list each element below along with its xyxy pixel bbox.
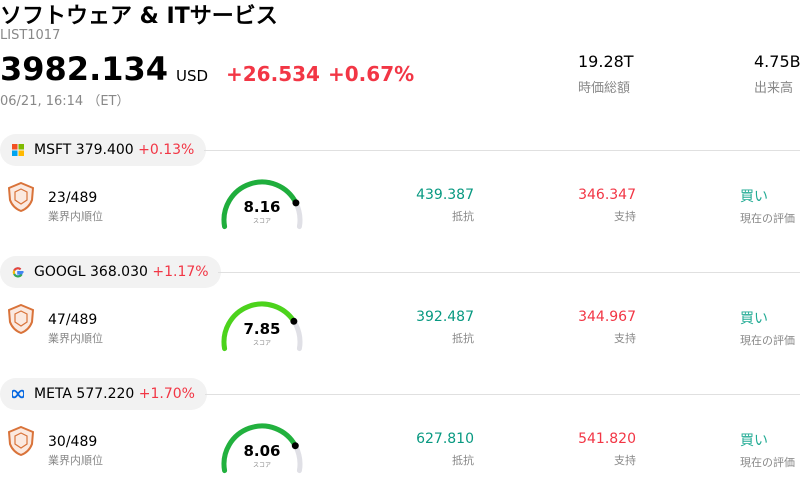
rating-label: 現在の評価 — [740, 334, 795, 347]
resistance-label: 抵抗 — [452, 454, 474, 467]
resistance-label: 抵抗 — [452, 210, 474, 223]
stat-label: 出来高 — [754, 81, 794, 96]
code: LIST1017 — [0, 28, 61, 43]
stock-pill[interactable]: MSFT 379.400 +0.13% — [0, 134, 207, 166]
currency: USD — [176, 67, 209, 85]
stat-value: 19.28T — [578, 52, 634, 71]
score: 8.06 — [243, 442, 281, 460]
resistance-label: 抵抗 — [452, 332, 474, 345]
time: 06/21, 16:14 （ET） — [0, 94, 130, 109]
rating-label: 現在の評価 — [740, 456, 795, 469]
score: 8.16 — [243, 198, 281, 216]
divider — [205, 394, 800, 395]
support: 346.347 — [578, 187, 636, 203]
score-label: スコア — [252, 340, 271, 347]
badge-icon — [7, 303, 35, 335]
resistance: 627.810 — [416, 431, 474, 447]
rank-badge — [7, 425, 35, 460]
support: 541.820 — [578, 431, 636, 447]
logo — [12, 144, 24, 156]
rank: 30/489 — [48, 434, 98, 450]
divider — [204, 150, 800, 151]
support-label: 支持 — [614, 332, 636, 345]
change: +26.534 — [226, 62, 320, 86]
support-label: 支持 — [614, 210, 636, 223]
stock-price: 368.030 — [90, 264, 148, 280]
price: 3982.134 — [0, 50, 169, 88]
rank-label: 業界内順位 — [48, 454, 103, 467]
change-pct: +0.67% — [328, 62, 415, 86]
resistance: 439.387 — [416, 187, 474, 203]
resistance: 392.487 — [416, 309, 474, 325]
rank-label: 業界内順位 — [48, 210, 103, 223]
stock-pill[interactable]: META 577.220 +1.70% — [0, 378, 207, 410]
rank: 23/489 — [48, 190, 98, 206]
rating: 買い — [740, 189, 768, 205]
support-label: 支持 — [614, 454, 636, 467]
rank-badge — [7, 303, 35, 338]
logo — [12, 267, 24, 278]
score: 7.85 — [243, 320, 281, 338]
rank-label: 業界内順位 — [48, 332, 103, 345]
divider — [218, 272, 800, 273]
stock-change: +0.13% — [138, 142, 195, 158]
stock-pill[interactable]: GOOGL 368.030 +1.17% — [0, 256, 221, 288]
stat-value: 4.75B — [754, 52, 800, 71]
rank: 47/489 — [48, 312, 98, 328]
ticker: META — [34, 386, 72, 402]
ticker: GOOGL — [34, 264, 86, 280]
score-label: スコア — [252, 218, 271, 225]
rating: 買い — [740, 433, 768, 449]
stock-change: +1.70% — [138, 386, 195, 402]
rank-badge — [7, 181, 35, 216]
rating: 買い — [740, 311, 768, 327]
support: 344.967 — [578, 309, 636, 325]
rating-label: 現在の評価 — [740, 212, 795, 225]
stock-price: 379.400 — [75, 142, 134, 158]
stat-label: 時価総額 — [578, 81, 631, 96]
stock-price: 577.220 — [76, 386, 135, 402]
score-label: スコア — [252, 462, 271, 469]
badge-icon — [7, 181, 35, 213]
logo — [12, 389, 24, 399]
stock-change: +1.17% — [152, 264, 209, 280]
badge-icon — [7, 425, 35, 457]
title: ソフトウェア & ITサービス — [0, 4, 278, 29]
ticker: MSFT — [34, 142, 72, 158]
